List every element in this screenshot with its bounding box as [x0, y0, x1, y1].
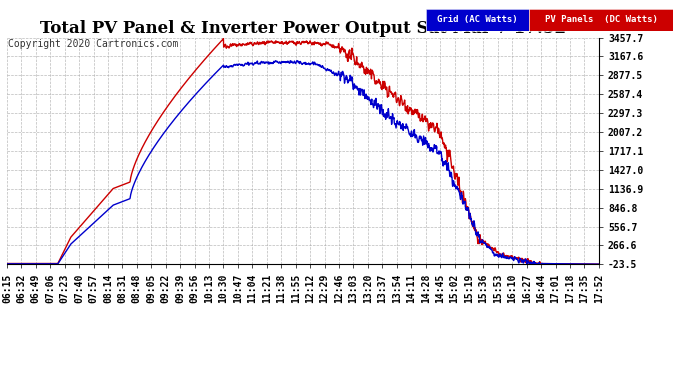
Text: Grid (AC Watts): Grid (AC Watts) — [437, 15, 518, 24]
Title: Total PV Panel & Inverter Power Output Sat Mar 7 17:52: Total PV Panel & Inverter Power Output S… — [40, 20, 566, 38]
Text: Copyright 2020 Cartronics.com: Copyright 2020 Cartronics.com — [8, 39, 179, 50]
Text: PV Panels  (DC Watts): PV Panels (DC Watts) — [544, 15, 658, 24]
